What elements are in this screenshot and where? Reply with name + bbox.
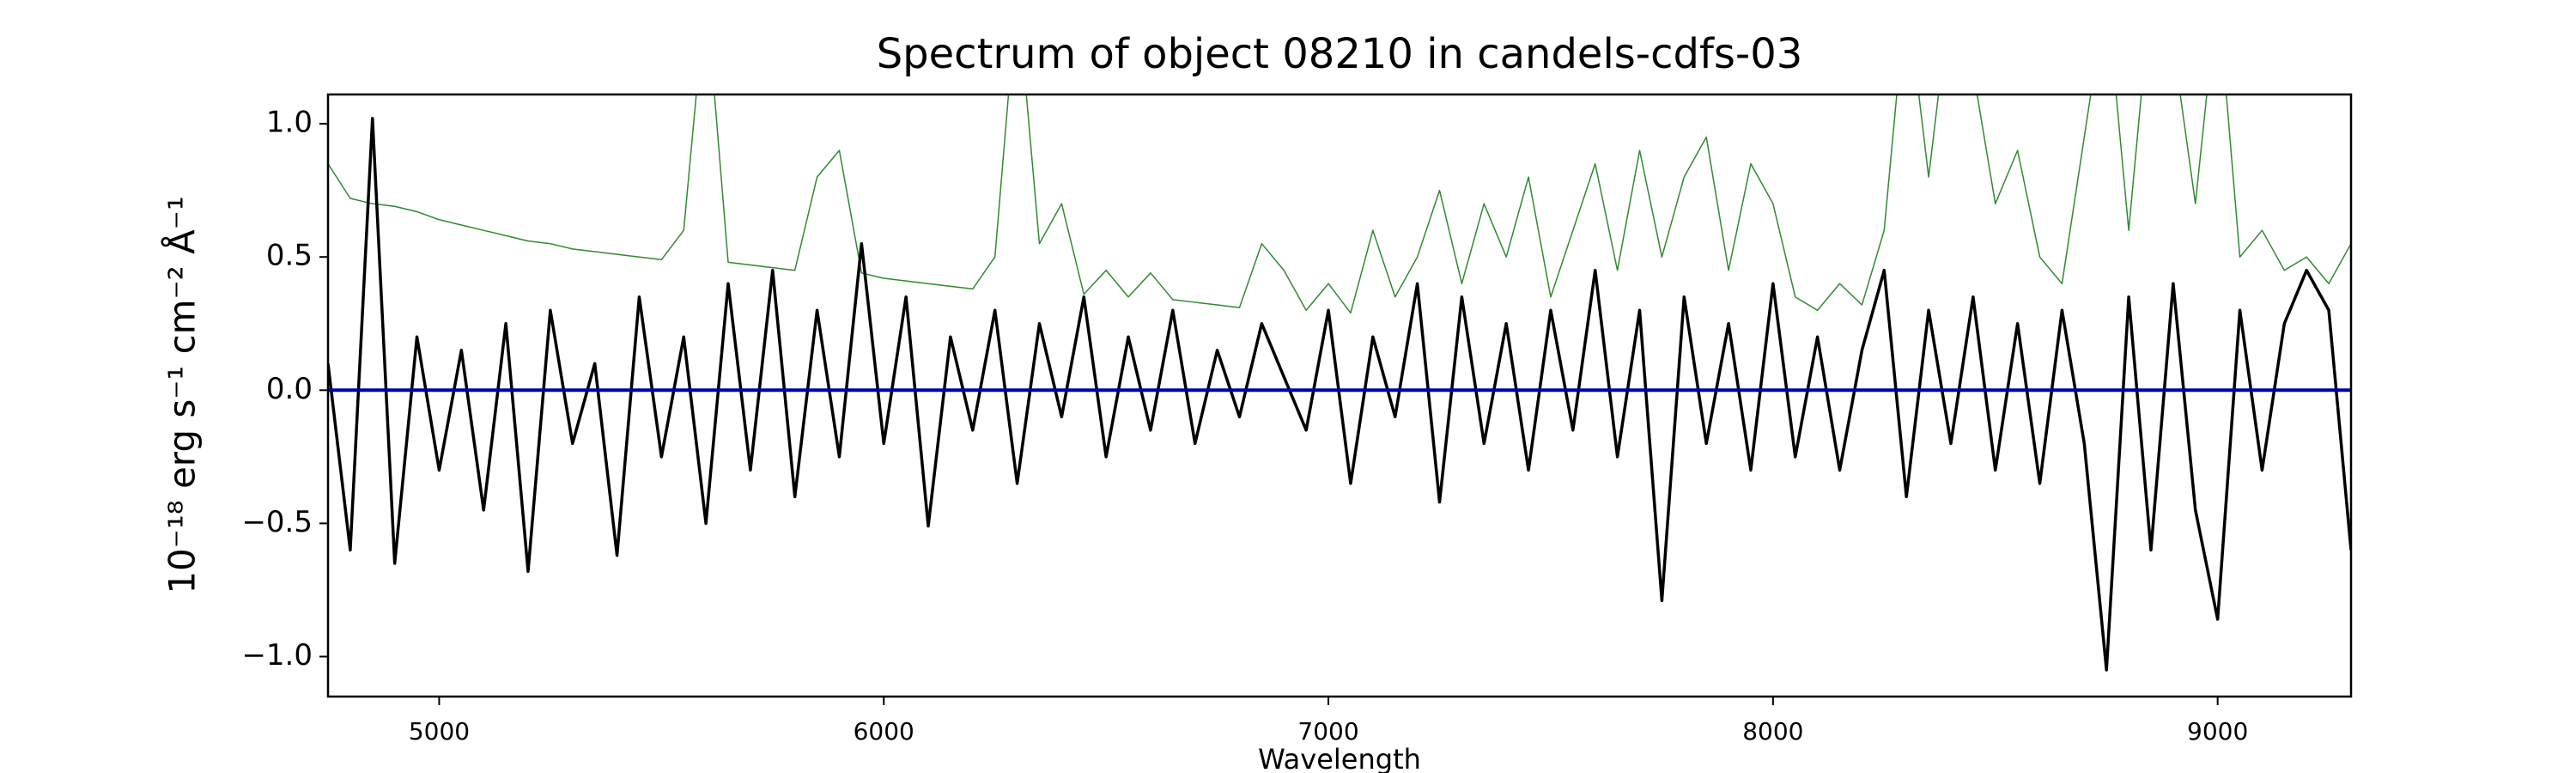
x-tick-label: 8000: [1742, 717, 1803, 746]
x-tick-label: 6000: [854, 717, 914, 746]
y-tick-label: 0.5: [266, 239, 313, 273]
x-tick-label: 5000: [409, 717, 470, 746]
y-axis-label: 10⁻¹⁸ erg s⁻¹ cm⁻² Å⁻¹: [161, 196, 204, 593]
x-axis-label: Wavelength: [1258, 743, 1421, 773]
y-tick-label: 0.0: [266, 372, 313, 406]
x-tick-label: 7000: [1297, 717, 1358, 746]
spectrum-line: [328, 117, 2351, 672]
x-tick-label: 9000: [2187, 717, 2248, 746]
plot-area: [328, 94, 2351, 672]
plot-frame: [326, 93, 2353, 698]
y-tick-label: 1.0: [266, 106, 313, 140]
chart-title: Spectrum of object 08210 in candels-cdfs…: [877, 30, 1803, 78]
y-tick-label: −0.5: [241, 505, 313, 539]
spectrum-line: [328, 94, 2351, 314]
y-tick-label: −1.0: [241, 638, 313, 673]
